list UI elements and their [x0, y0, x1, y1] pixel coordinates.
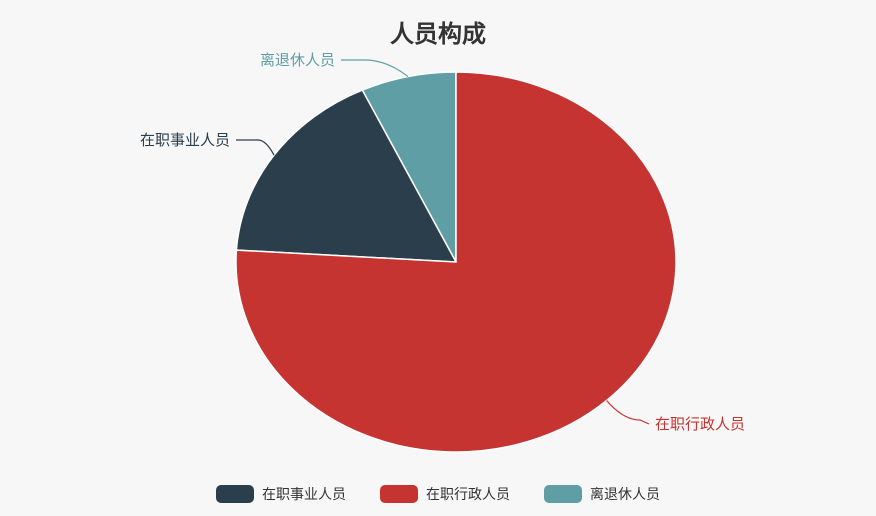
leader-line-0 — [236, 139, 275, 156]
slice-label-0: 在职事业人员 — [140, 131, 230, 149]
slice-label-1: 在职行政人员 — [655, 415, 745, 433]
legend-swatch-2 — [544, 485, 582, 503]
legend-swatch-1 — [380, 485, 418, 503]
legend-item-1[interactable]: 在职行政人员 — [380, 484, 510, 504]
legend: 在职事业人员 在职行政人员 离退休人员 — [0, 484, 876, 504]
legend-label-2: 离退休人员 — [590, 487, 660, 503]
leader-line-2 — [341, 59, 409, 78]
legend-label-0: 在职事业人员 — [262, 487, 346, 503]
pie-slice-1[interactable] — [235, 71, 677, 453]
legend-item-0[interactable]: 在职事业人员 — [216, 484, 346, 504]
legend-item-2[interactable]: 离退休人员 — [544, 484, 660, 504]
pie-slice-0[interactable] — [235, 89, 458, 263]
legend-label-1: 在职行政人员 — [426, 487, 510, 503]
chart-title: 人员构成 — [390, 20, 486, 48]
legend-swatch-0 — [216, 485, 254, 503]
leader-line-1 — [606, 400, 650, 425]
slice-label-2: 离退休人员 — [260, 51, 335, 69]
